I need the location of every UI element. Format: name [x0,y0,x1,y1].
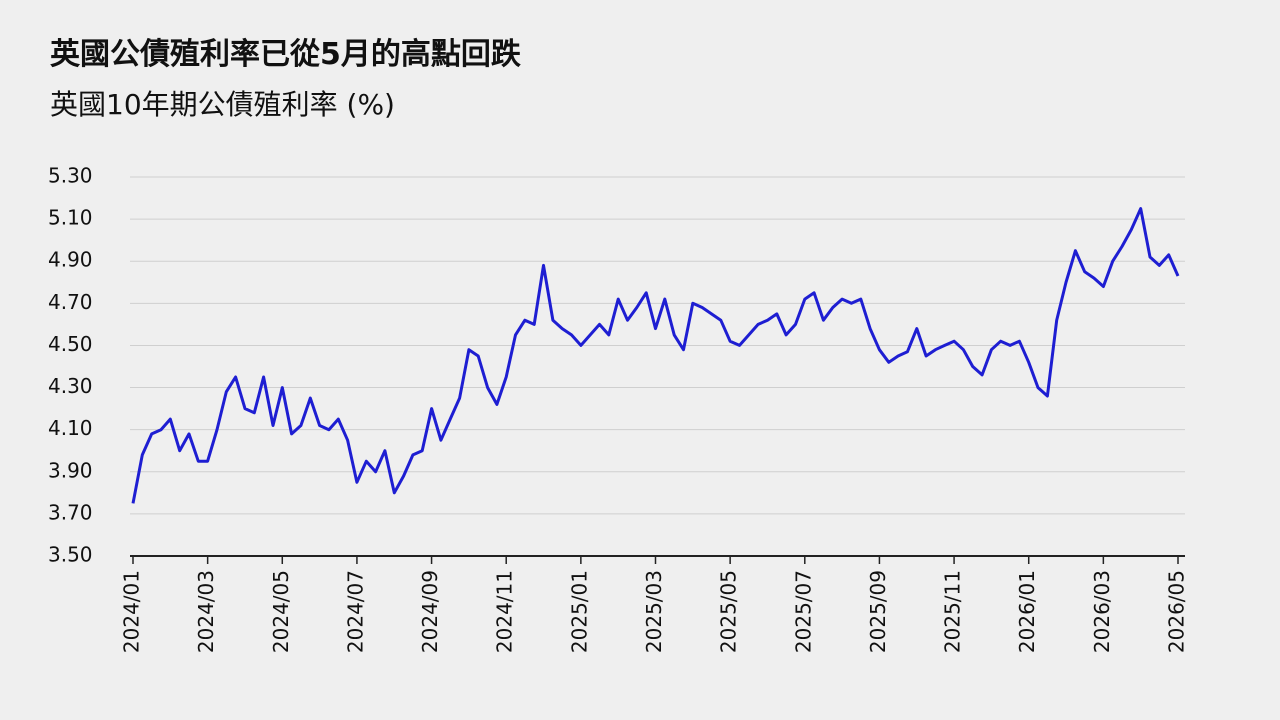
y-tick-label: 4.50 [48,332,93,356]
y-tick-label: 3.50 [48,543,93,567]
y-tick-label: 5.30 [48,164,93,188]
x-tick-label: 2024/03 [194,570,218,653]
x-tick-label: 2024/05 [269,570,293,653]
x-tick-label: 2026/03 [1090,570,1114,653]
x-tick-label: 2024/11 [493,570,517,653]
x-tick-label: 2024/07 [343,570,367,653]
x-tick-label: 2024/09 [418,570,442,653]
y-tick-label: 4.30 [48,374,93,398]
x-tick-label: 2024/01 [120,570,144,653]
chart-subtitle: 英國10年期公債殖利率 (%) [50,88,395,121]
y-tick-label: 5.10 [48,206,93,230]
x-tick-label: 2026/01 [1015,570,1039,653]
y-tick-label: 4.90 [48,248,93,272]
x-tick-label: 2025/01 [567,570,591,653]
x-tick-label: 2025/09 [866,570,890,653]
y-tick-label: 4.70 [48,290,93,314]
chart-title: 英國公債殖利率已從5月的高點回跌 [50,37,521,72]
y-tick-label: 3.70 [48,500,93,524]
y-tick-label: 4.10 [48,416,93,440]
data-line [131,207,1180,504]
x-tick-label: 2026/05 [1165,570,1189,653]
x-tick-label: 2025/03 [642,570,666,653]
y-tick-label: 3.90 [48,458,93,482]
x-tick-label: 2025/05 [717,570,741,653]
x-tick-label: 2025/07 [791,570,815,653]
x-tick-label: 2025/11 [941,570,965,653]
